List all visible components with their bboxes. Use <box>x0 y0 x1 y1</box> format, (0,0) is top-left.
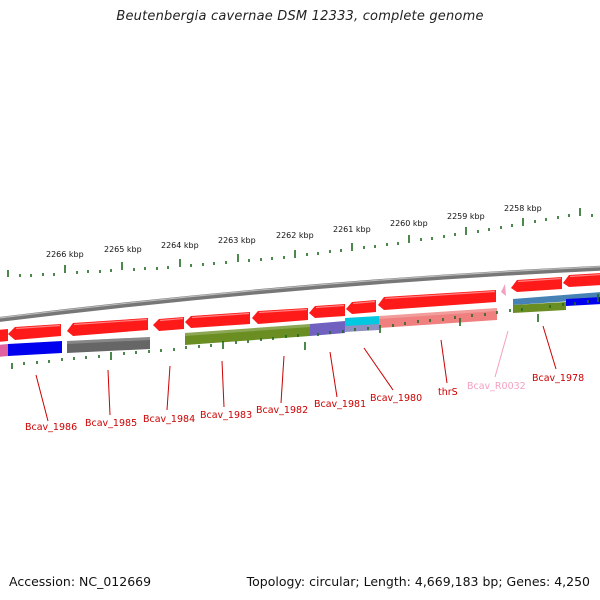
gene-label: Bcav_R0032 <box>467 381 526 392</box>
cog-block <box>0 344 8 357</box>
scale-label: 2261 kbp <box>333 225 371 234</box>
gene-label: Bcav_1982 <box>256 405 308 416</box>
gene-label: Bcav_1983 <box>200 410 252 421</box>
cog-block <box>513 292 600 305</box>
inner-ticks <box>11 294 599 369</box>
cog-block <box>345 324 379 332</box>
cog-block <box>513 302 566 313</box>
cog-block <box>67 337 150 353</box>
gene-label: Bcav_1984 <box>143 414 195 425</box>
gene-label: thrS <box>438 387 458 398</box>
cds-track <box>0 273 600 342</box>
rna-arrow <box>501 284 506 296</box>
cds-arrow <box>0 329 8 342</box>
accession-text: Accession: NC_012669 <box>9 574 152 589</box>
label-leaders <box>35 325 557 422</box>
scale-labels: 2266 kbp 2265 kbp 2264 kbp 2263 kbp 2262… <box>46 204 542 259</box>
scale-label: 2260 kbp <box>390 219 428 228</box>
scale-label: 2263 kbp <box>218 236 256 245</box>
gene-label: Bcav_1986 <box>25 422 77 433</box>
cds-arrow <box>67 318 148 336</box>
cog-block <box>379 308 497 328</box>
cog-track <box>0 292 600 357</box>
gene-label: Bcav_1981 <box>314 399 366 410</box>
genome-summary-text: Topology: circular; Length: 4,669,183 bp… <box>246 574 590 589</box>
gene-label: Bcav_1980 <box>370 393 422 404</box>
scale-ticks <box>7 208 593 277</box>
scale-label: 2265 kbp <box>104 245 142 254</box>
gene-label: Bcav_1978 <box>532 373 584 384</box>
scale-label: 2259 kbp <box>447 212 485 221</box>
backbone <box>0 265 600 322</box>
cog-block <box>8 341 62 356</box>
scale-label: 2258 kbp <box>504 204 542 213</box>
gene-label: Bcav_1985 <box>85 418 137 429</box>
scale-label: 2262 kbp <box>276 231 314 240</box>
cog-block <box>185 324 310 345</box>
cog-block <box>310 321 345 336</box>
map-title: Beutenbergia cavernae DSM 12333, complet… <box>116 9 484 24</box>
scale-label: 2264 kbp <box>161 241 199 250</box>
scale-label: 2266 kbp <box>46 250 84 259</box>
gene-labels: Bcav_1986 Bcav_1985 Bcav_1984 Bcav_1983 … <box>25 373 584 433</box>
cds-arrow <box>185 312 250 328</box>
cds-arrow <box>378 290 496 310</box>
